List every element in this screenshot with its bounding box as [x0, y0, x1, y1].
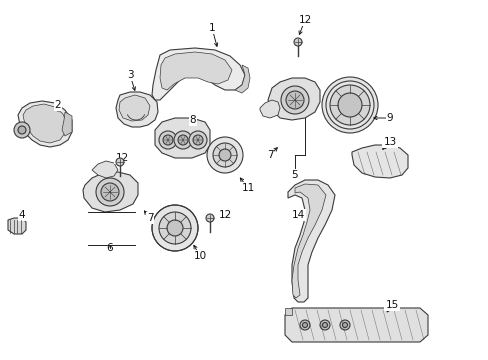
Polygon shape: [285, 308, 427, 342]
Circle shape: [329, 85, 369, 125]
Circle shape: [163, 135, 173, 145]
Text: 12: 12: [218, 210, 231, 220]
Circle shape: [319, 320, 329, 330]
Polygon shape: [152, 48, 244, 100]
Circle shape: [18, 126, 26, 134]
Circle shape: [96, 178, 124, 206]
Text: 11: 11: [241, 183, 254, 193]
Circle shape: [213, 143, 237, 167]
Circle shape: [159, 131, 177, 149]
Polygon shape: [351, 145, 407, 178]
Text: 7: 7: [266, 150, 273, 160]
Polygon shape: [160, 52, 231, 90]
Circle shape: [339, 320, 349, 330]
Circle shape: [281, 86, 308, 114]
Text: 7: 7: [146, 213, 153, 223]
Text: 15: 15: [385, 300, 398, 310]
Circle shape: [285, 91, 304, 109]
Polygon shape: [116, 92, 158, 127]
Circle shape: [219, 149, 230, 161]
Polygon shape: [8, 218, 26, 234]
Circle shape: [205, 214, 214, 222]
Polygon shape: [285, 308, 291, 315]
Polygon shape: [291, 184, 325, 298]
Polygon shape: [92, 161, 118, 178]
Text: 5: 5: [291, 170, 298, 180]
Text: 13: 13: [383, 137, 396, 147]
Polygon shape: [235, 65, 249, 93]
Circle shape: [342, 323, 347, 328]
Polygon shape: [287, 180, 334, 302]
Text: 6: 6: [106, 243, 113, 253]
Polygon shape: [155, 118, 209, 158]
Text: 8: 8: [189, 115, 196, 125]
Circle shape: [302, 323, 307, 328]
Polygon shape: [267, 78, 319, 120]
Polygon shape: [83, 172, 138, 212]
Text: 4: 4: [19, 210, 25, 220]
Circle shape: [206, 137, 243, 173]
Circle shape: [293, 38, 302, 46]
Circle shape: [14, 122, 30, 138]
Circle shape: [337, 93, 361, 117]
Text: 1: 1: [208, 23, 215, 33]
Text: 14: 14: [291, 210, 304, 220]
Polygon shape: [18, 101, 72, 147]
Circle shape: [321, 77, 377, 133]
Text: 9: 9: [386, 113, 392, 123]
Text: 10: 10: [193, 251, 206, 261]
Circle shape: [193, 135, 203, 145]
Circle shape: [189, 131, 206, 149]
Circle shape: [159, 212, 191, 244]
Polygon shape: [260, 100, 280, 118]
Polygon shape: [62, 112, 72, 136]
Circle shape: [299, 320, 309, 330]
Text: 2: 2: [55, 100, 61, 110]
Circle shape: [178, 135, 187, 145]
Circle shape: [152, 205, 198, 251]
Circle shape: [101, 183, 119, 201]
Circle shape: [322, 323, 327, 328]
Text: 12: 12: [298, 15, 311, 25]
Text: 3: 3: [126, 70, 133, 80]
Polygon shape: [119, 95, 150, 121]
Circle shape: [167, 220, 183, 236]
Polygon shape: [23, 104, 67, 143]
Circle shape: [174, 131, 192, 149]
Circle shape: [116, 158, 124, 166]
Text: 12: 12: [115, 153, 128, 163]
